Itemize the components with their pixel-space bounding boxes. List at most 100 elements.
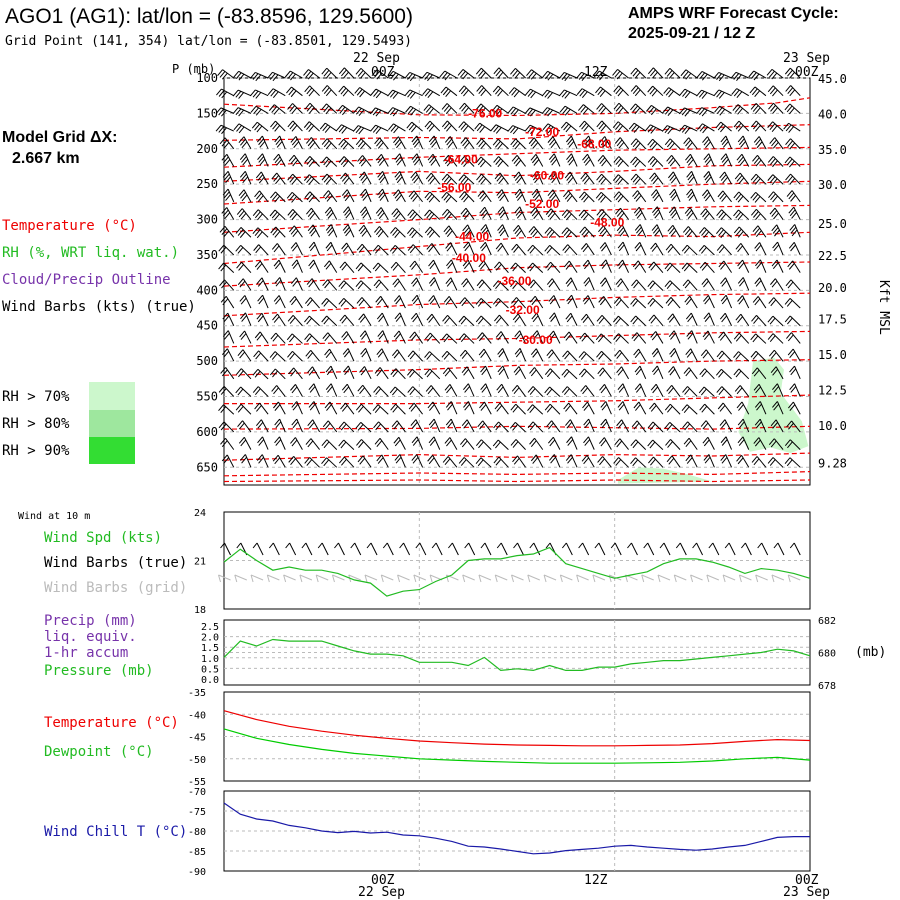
wind-barb bbox=[578, 351, 595, 362]
wind-barb bbox=[581, 454, 595, 468]
bottom-time-12z: 12Z bbox=[584, 873, 608, 888]
wind-barb bbox=[476, 138, 492, 150]
wind-barb bbox=[270, 226, 286, 238]
wind-barb bbox=[321, 67, 338, 79]
wind-barb bbox=[425, 172, 441, 185]
wind-barb bbox=[458, 85, 475, 97]
wind-barb bbox=[267, 71, 286, 82]
wind-barb bbox=[789, 383, 801, 397]
wind-barb bbox=[284, 70, 303, 81]
wind-barb bbox=[682, 279, 698, 291]
wind-barb bbox=[352, 125, 372, 135]
true-wind-barb bbox=[627, 542, 638, 556]
wind-barb bbox=[768, 102, 784, 114]
wind-barb bbox=[698, 386, 715, 397]
wind-barb bbox=[359, 206, 372, 220]
temperature-contour bbox=[223, 425, 811, 430]
temperature-contour bbox=[223, 479, 811, 483]
wind-barb bbox=[480, 383, 492, 397]
wind-barb bbox=[476, 279, 492, 291]
wind-barb bbox=[544, 227, 561, 238]
wind-barb bbox=[784, 315, 801, 327]
wind-barb bbox=[304, 333, 320, 344]
wind-barb bbox=[753, 437, 767, 450]
wind-barb bbox=[700, 349, 715, 362]
grid-wind-barb bbox=[315, 574, 329, 583]
wind-barb bbox=[460, 438, 475, 450]
wind-barb bbox=[715, 227, 732, 239]
wind-barb bbox=[615, 278, 629, 291]
pressure-panel: 682 680 678 2.52.01.51.00.50.0 bbox=[201, 616, 836, 692]
wind-barb bbox=[648, 261, 664, 273]
wind-barb bbox=[392, 278, 406, 291]
wind-barb bbox=[497, 206, 509, 220]
wind-barb bbox=[411, 454, 424, 468]
wind-barb bbox=[374, 226, 389, 238]
wind-barb bbox=[582, 295, 595, 309]
wind-barb bbox=[513, 366, 527, 380]
wind-barb bbox=[524, 124, 543, 135]
wind-barb bbox=[308, 383, 321, 397]
wind-barb bbox=[355, 262, 372, 274]
wind-barb bbox=[595, 191, 612, 203]
wind-barb bbox=[308, 401, 321, 415]
wind-barb bbox=[786, 420, 801, 433]
wind-barb bbox=[730, 71, 749, 82]
height-tick: 22.5 bbox=[818, 249, 847, 263]
wind-barb bbox=[630, 315, 647, 327]
wind-barb bbox=[668, 330, 681, 344]
wind-barb bbox=[495, 331, 509, 344]
wind-barb bbox=[665, 439, 681, 450]
wind-barb bbox=[408, 402, 423, 415]
wind-barb bbox=[529, 437, 544, 450]
wind-barb bbox=[441, 120, 458, 132]
forecast-cycle-time: 2025-09-21 / 12 Z bbox=[628, 25, 755, 42]
wind-barb bbox=[374, 367, 389, 380]
wind-barb bbox=[477, 190, 492, 203]
wind-barb bbox=[665, 297, 681, 309]
wind-barb bbox=[737, 418, 750, 433]
precip-tick: 0.5 bbox=[201, 664, 219, 675]
wind-barb bbox=[649, 172, 664, 185]
wind-barb bbox=[649, 402, 664, 415]
wind-barb bbox=[461, 419, 475, 433]
wind-barb bbox=[355, 67, 372, 79]
wind-barb bbox=[735, 313, 750, 327]
contour-label: -76.00 bbox=[468, 106, 502, 120]
wind-barb bbox=[512, 455, 526, 468]
precip-tick: 0.0 bbox=[201, 675, 219, 686]
wind-barb bbox=[375, 295, 389, 309]
contour-label: -52.00 bbox=[525, 197, 559, 211]
wind-barb bbox=[390, 368, 406, 380]
wind-barb bbox=[699, 368, 715, 380]
wind-barb bbox=[666, 155, 681, 167]
wind-barb bbox=[716, 386, 732, 397]
wind-barb bbox=[562, 244, 578, 256]
wind-barb bbox=[239, 295, 252, 309]
precip-tick: 2.5 bbox=[201, 622, 219, 633]
wind-barb bbox=[463, 383, 475, 397]
wind-barb bbox=[750, 333, 767, 344]
wind-barb bbox=[387, 70, 406, 81]
value-tick: 24 bbox=[194, 508, 206, 519]
height-tick: 12.5 bbox=[818, 383, 847, 397]
wind-barb bbox=[459, 297, 475, 309]
wind-barb bbox=[600, 418, 612, 433]
wind-barb bbox=[767, 121, 784, 133]
wind-barb bbox=[696, 89, 715, 99]
contour-label: -36.00 bbox=[497, 274, 531, 288]
wind-barb bbox=[578, 368, 595, 380]
rh90-swatch bbox=[89, 437, 135, 464]
wind-barb bbox=[337, 104, 355, 116]
wind-barb bbox=[475, 298, 492, 309]
true-wind-barb bbox=[301, 542, 313, 556]
wind-barb bbox=[407, 244, 423, 256]
wind-barb bbox=[475, 156, 492, 168]
wind-barb bbox=[406, 227, 423, 239]
wind-barb bbox=[255, 171, 269, 185]
wind-barb bbox=[394, 171, 406, 185]
wind-barb bbox=[615, 207, 629, 220]
wind-barb bbox=[698, 244, 715, 256]
wind-barb bbox=[273, 153, 286, 167]
wind-barb bbox=[319, 122, 338, 133]
